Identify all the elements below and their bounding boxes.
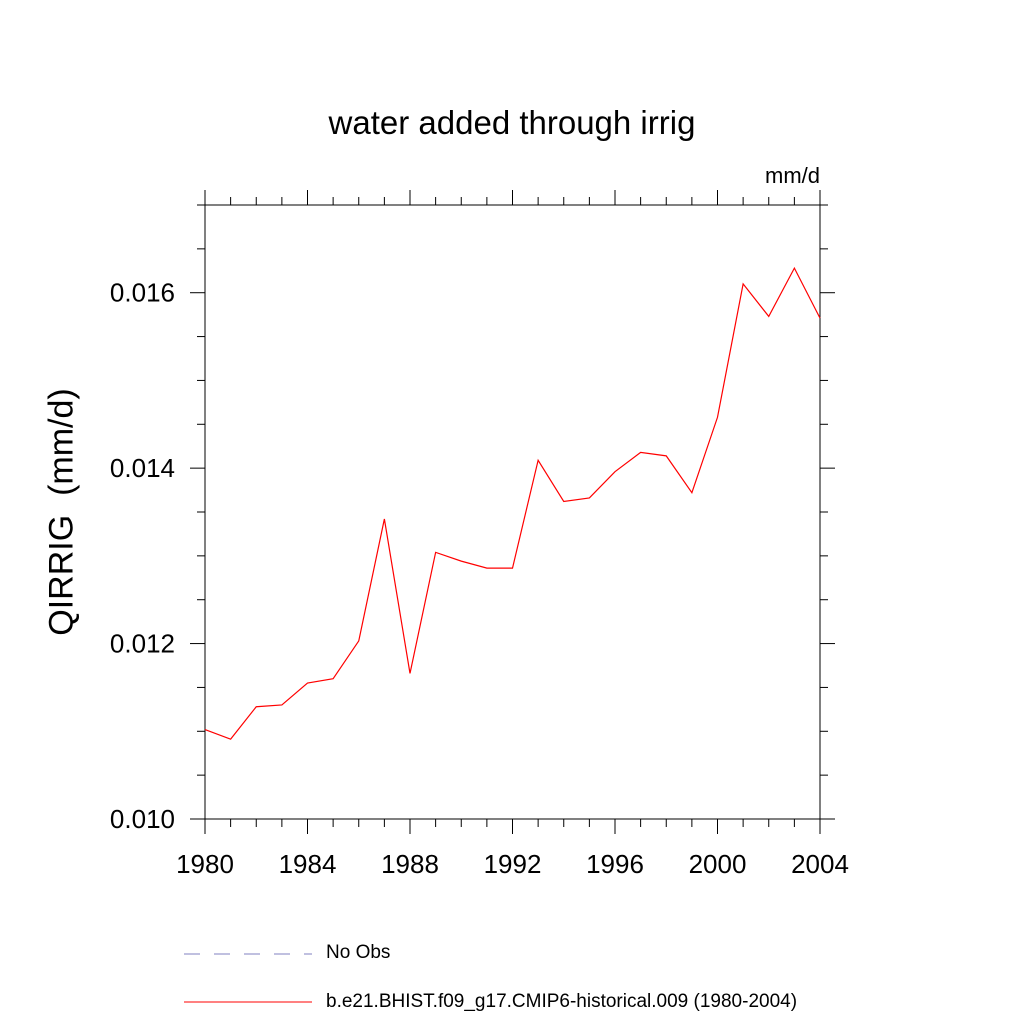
y-tick-label: 0.016 — [110, 278, 175, 308]
legend-label-obs: No Obs — [326, 942, 391, 963]
x-tick-label: 1980 — [176, 849, 234, 879]
series-group — [204, 266, 821, 740]
legend — [184, 953, 312, 1003]
chart-title: water added through irrig — [328, 104, 696, 141]
x-tick-label: 1984 — [279, 849, 337, 879]
y-tick-label: 0.014 — [110, 453, 175, 483]
x-tick-label: 1996 — [586, 849, 644, 879]
y-tick-label: 0.012 — [110, 629, 175, 659]
y-tick-label: 0.010 — [110, 804, 175, 834]
legend-label-model: b.e21.BHIST.f09_g17.CMIP6-historical.009… — [326, 991, 798, 1012]
units-label: mm/d — [765, 163, 820, 188]
x-tick-label: 2004 — [791, 849, 849, 879]
x-tick-label: 2000 — [689, 849, 747, 879]
plot-frame — [204, 204, 821, 820]
x-tick-label: 1992 — [484, 849, 542, 879]
x-tick-label: 1988 — [381, 849, 439, 879]
series-line — [204, 266, 821, 740]
tick-labels: 1980 1984 1988 1992 1996 2000 2004 0.010 0.012 0.… — [110, 278, 849, 879]
axis-ticks — [190, 190, 835, 834]
